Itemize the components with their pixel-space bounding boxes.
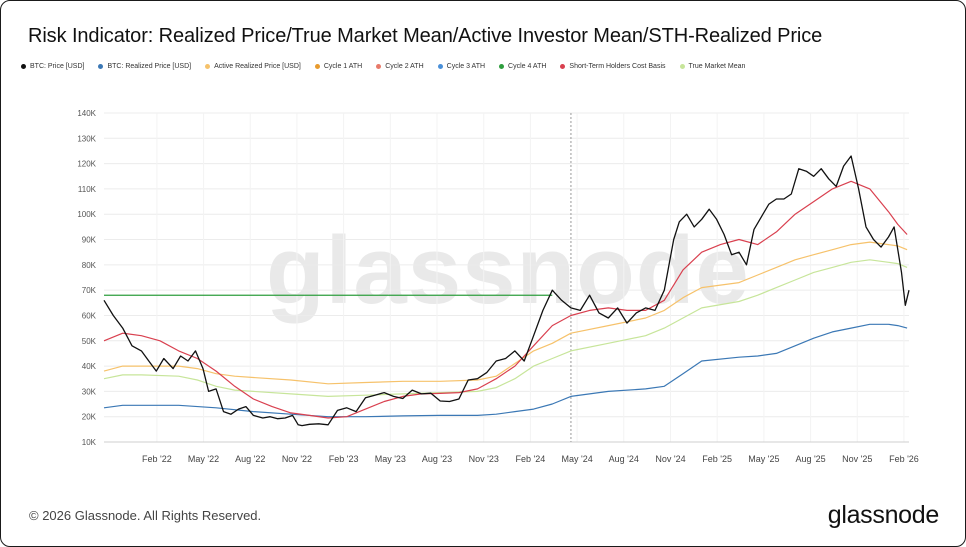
legend: BTC: Price [USD] BTC: Realized Price [US… [21,63,745,70]
legend-item-cycle-3-ath[interactable]: Cycle 3 ATH [437,63,486,70]
sth-cost-basis-line[interactable] [103,180,908,419]
y-tick-label: 20K [82,413,97,422]
legend-item-cycle-4-ath[interactable]: Cycle 4 ATH [499,63,546,70]
y-tick-label: 140K [77,109,96,118]
legend-item-true-market-mean[interactable]: True Market Mean [679,63,746,70]
legend-label: Cycle 4 ATH [508,63,547,70]
legend-label: Cycle 1 ATH [323,63,363,70]
legend-item-btc-price[interactable]: BTC: Price [USD] [21,63,84,70]
y-tick-label: 80K [82,261,97,270]
legend-dot [98,64,104,69]
btc-price-line[interactable] [103,155,910,427]
x-tick-label: Nov '25 [842,454,872,464]
x-tick-label: Nov '24 [655,454,685,464]
x-tick-label: Feb '23 [329,454,359,464]
x-tick-label: Aug '24 [609,454,639,464]
x-tick-label: Feb '25 [702,454,732,464]
legend-label: Cycle 2 ATH [385,63,424,70]
active-realized-price-line[interactable] [103,241,908,385]
x-tick-label: Aug '25 [795,454,825,464]
y-tick-label: 70K [82,286,97,295]
legend-label: BTC: Price [USD] [30,63,85,70]
x-tick-label: Feb '26 [889,454,919,464]
legend-dot [499,64,505,69]
y-tick-label: 10K [82,438,97,447]
legend-item-realized-price[interactable]: BTC: Realized Price [USD] [98,63,191,70]
legend-label: Active Realized Price [USD] [214,63,301,70]
y-tick-label: 40K [82,362,97,371]
legend-item-cycle-2-ath[interactable]: Cycle 2 ATH [376,63,424,70]
realized-price-line[interactable] [103,323,908,418]
legend-item-cycle-1-ath[interactable]: Cycle 1 ATH [314,63,363,70]
y-tick-label: 50K [82,337,97,346]
x-tick-label: Feb '22 [142,454,172,464]
y-tick-label: 130K [77,134,96,143]
legend-dot [205,64,211,69]
legend-dot [679,64,685,69]
legend-dot [21,64,26,69]
y-tick-label: 120K [77,160,96,169]
x-tick-label: Aug '22 [235,454,265,464]
true-market-mean-line[interactable] [103,259,908,397]
y-tick-label: 30K [82,387,97,396]
legend-dot [560,64,566,69]
chart-plot[interactable]: 10K 20K 30K 40K 50K 60K 70K 80K 90K 100K 110K 120K 1… [1,1,965,491]
brand-logo: glassnode [827,501,940,529]
legend-dot [437,64,443,69]
legend-dot [314,64,320,69]
x-tick-label: Aug '23 [422,454,452,464]
x-tick-label: Nov '22 [282,454,312,464]
y-tick-label: 90K [82,236,97,245]
y-tick-label: 60K [82,311,97,320]
x-tick-label: May '25 [748,454,779,464]
copyright-footer: © 2026 Glassnode. All Rights Reserved. [29,508,262,523]
legend-item-active-realized-price[interactable]: Active Realized Price [USD] [205,63,301,70]
legend-item-sth-cost-basis[interactable]: Short-Term Holders Cost Basis [560,63,666,70]
legend-label: Cycle 3 ATH [446,63,486,70]
x-tick-label: May '24 [561,454,592,464]
x-tick-label: Nov '23 [469,454,499,464]
chart-title: Risk Indicator: Realized Price/True Mark… [28,25,823,47]
legend-dot [376,64,382,69]
legend-label: Short-Term Holders Cost Basis [569,63,666,70]
y-tick-label: 110K [78,185,97,194]
x-tick-label: May '23 [375,454,406,464]
y-tick-label: 100K [77,210,96,219]
legend-label: BTC: Realized Price [USD] [107,63,192,70]
legend-label: True Market Mean [688,63,746,70]
x-tick-label: May '22 [188,454,219,464]
x-tick-label: Feb '24 [516,454,546,464]
